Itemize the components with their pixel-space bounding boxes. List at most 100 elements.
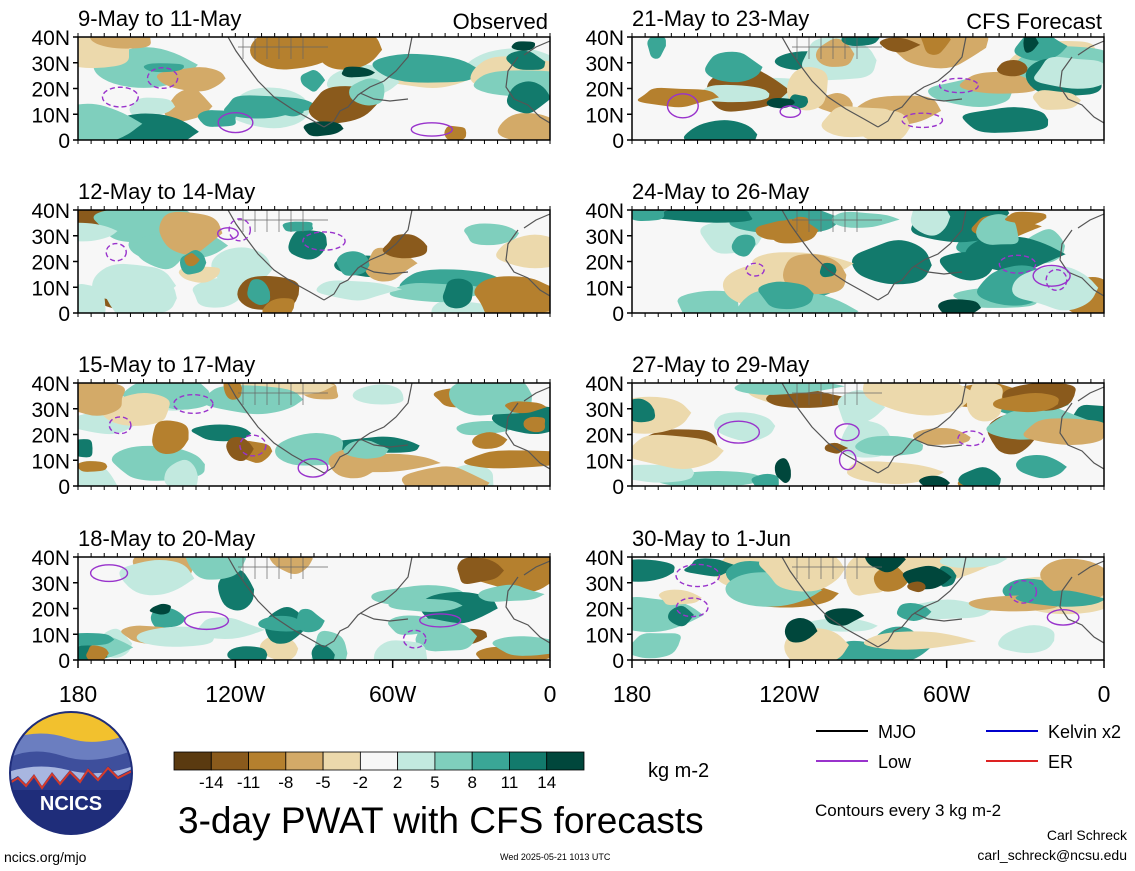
coastline <box>781 210 879 301</box>
pwat-anomaly-area <box>352 384 404 405</box>
pwat-anomaly-area <box>217 569 255 611</box>
pwat-anomaly-area <box>632 210 665 222</box>
lat-tick-label: 10N <box>585 277 624 300</box>
coastline <box>359 92 409 102</box>
pwat-anomaly-area <box>474 276 550 313</box>
pwat-anomaly-area <box>442 278 473 309</box>
lat-tick-label: 20N <box>585 79 624 102</box>
pwat-anomaly-area <box>303 121 344 137</box>
low-contour <box>717 420 761 444</box>
pwat-anomaly-area <box>78 439 93 458</box>
lat-tick-label: 20N <box>31 252 70 275</box>
lat-tick-label: 0 <box>58 650 70 673</box>
pwat-anomaly-area <box>288 229 327 260</box>
colorbar-swatch <box>322 751 361 771</box>
coastline <box>323 383 413 474</box>
low-contour <box>217 112 254 134</box>
coastline <box>1059 576 1104 644</box>
colorbar-label: -2 <box>353 773 368 792</box>
pwat-anomaly-area <box>920 37 951 55</box>
pwat-anomaly-area <box>149 603 171 615</box>
pwat-anomaly-area <box>478 584 545 602</box>
pwat-anomaly-area <box>336 251 370 276</box>
pwat-anomaly-area <box>637 87 719 108</box>
author-email: carl_schreck@ncsu.edu <box>977 847 1127 863</box>
pwat-anomaly-area <box>784 618 818 643</box>
colorbar-label: 11 <box>501 773 519 792</box>
pwat-anomaly-area <box>632 464 695 483</box>
pwat-anomaly-area <box>879 37 921 53</box>
pwat-anomaly-area <box>464 450 550 469</box>
pwat-anomaly-area <box>714 412 776 442</box>
pwat-anomaly-area <box>683 120 758 140</box>
pwat-anomaly-area <box>300 70 326 92</box>
colorbar-swatch <box>173 751 212 771</box>
lat-tick-label: 40N <box>31 200 70 223</box>
colorbar-label: -5 <box>316 773 331 792</box>
panel-tag: Observed <box>453 9 548 34</box>
colorbar-label: 5 <box>430 773 439 792</box>
pwat-anomaly-area <box>122 383 212 410</box>
lon-tick-label: 120W <box>759 681 819 707</box>
lat-tick-label: 10N <box>31 624 70 647</box>
low-contour <box>302 231 346 251</box>
pwat-anomaly-area <box>78 222 118 242</box>
colorbar-swatch <box>397 751 436 771</box>
er-legend-label: ER <box>1048 752 1073 772</box>
pwat-anomaly-area <box>119 560 195 596</box>
lat-tick-label: 0 <box>58 303 70 326</box>
pwat-anomaly-area <box>1004 211 1047 225</box>
pwat-anomaly-area <box>258 615 308 632</box>
pwat-anomaly-area <box>958 467 1001 486</box>
colorbar-swatch <box>285 751 324 771</box>
pwat-anomaly-area <box>129 97 176 118</box>
coastline <box>1077 386 1104 402</box>
low-contour <box>834 423 860 442</box>
coastline <box>227 557 325 648</box>
pwat-anomaly-area <box>223 95 320 119</box>
colorbar-label: -14 <box>199 773 224 792</box>
pwat-anomaly-area <box>632 559 675 582</box>
pwat-anomaly-area <box>939 557 1008 568</box>
colorbar: -14 -11 -8 -5 -2 2 5 8 11 14 <box>173 751 585 792</box>
pwat-anomaly-area <box>311 644 335 660</box>
panel-date-label: 21-May to 23-May <box>632 6 809 31</box>
low-contour <box>938 77 979 94</box>
coastline <box>523 40 550 56</box>
lat-tick-label: 40N <box>585 373 624 396</box>
lat-tick-label: 20N <box>585 599 624 622</box>
pwat-anomaly-area <box>492 636 550 656</box>
coastline <box>227 383 325 474</box>
panel-date-label: 24-May to 26-May <box>632 179 809 204</box>
coastline <box>781 37 879 128</box>
coastline <box>877 383 967 474</box>
lat-tick-label: 20N <box>31 599 70 622</box>
low-contour <box>838 449 857 471</box>
lat-tick-label: 0 <box>58 476 70 499</box>
pwat-anomaly-area <box>774 458 791 483</box>
lat-tick-label: 10N <box>31 450 70 473</box>
coastline <box>523 213 550 229</box>
coastline <box>359 265 409 275</box>
low-contour <box>183 611 230 631</box>
panel-date-label: 18-May to 20-May <box>78 526 255 551</box>
lat-tick-label: 30N <box>585 53 624 76</box>
low-contour <box>108 416 132 435</box>
low-contour <box>1045 268 1068 292</box>
lat-tick-label: 10N <box>585 104 624 127</box>
lat-tick-label: 10N <box>585 624 624 647</box>
pwat-anomaly-area <box>373 640 428 660</box>
pwat-anomaly-area <box>912 428 971 445</box>
pwat-anomaly-area <box>992 392 1059 413</box>
coastline <box>1059 402 1104 470</box>
pwat-anomaly-area <box>959 71 1038 94</box>
pwat-anomaly-area <box>1016 455 1067 479</box>
low-contour <box>101 86 139 108</box>
pwat-anomaly-area <box>86 645 109 660</box>
